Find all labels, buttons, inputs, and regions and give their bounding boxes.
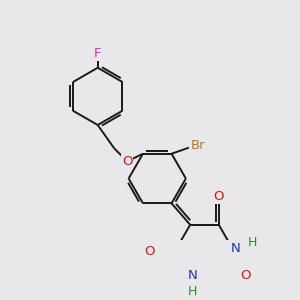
Text: O: O — [240, 269, 251, 282]
Text: H: H — [188, 286, 197, 298]
Text: O: O — [144, 244, 154, 257]
Text: H: H — [248, 236, 257, 250]
Text: O: O — [122, 155, 132, 168]
Text: O: O — [214, 190, 224, 203]
Text: N: N — [188, 269, 197, 282]
Text: Br: Br — [191, 139, 206, 152]
Text: N: N — [230, 242, 240, 255]
Text: F: F — [94, 47, 101, 60]
